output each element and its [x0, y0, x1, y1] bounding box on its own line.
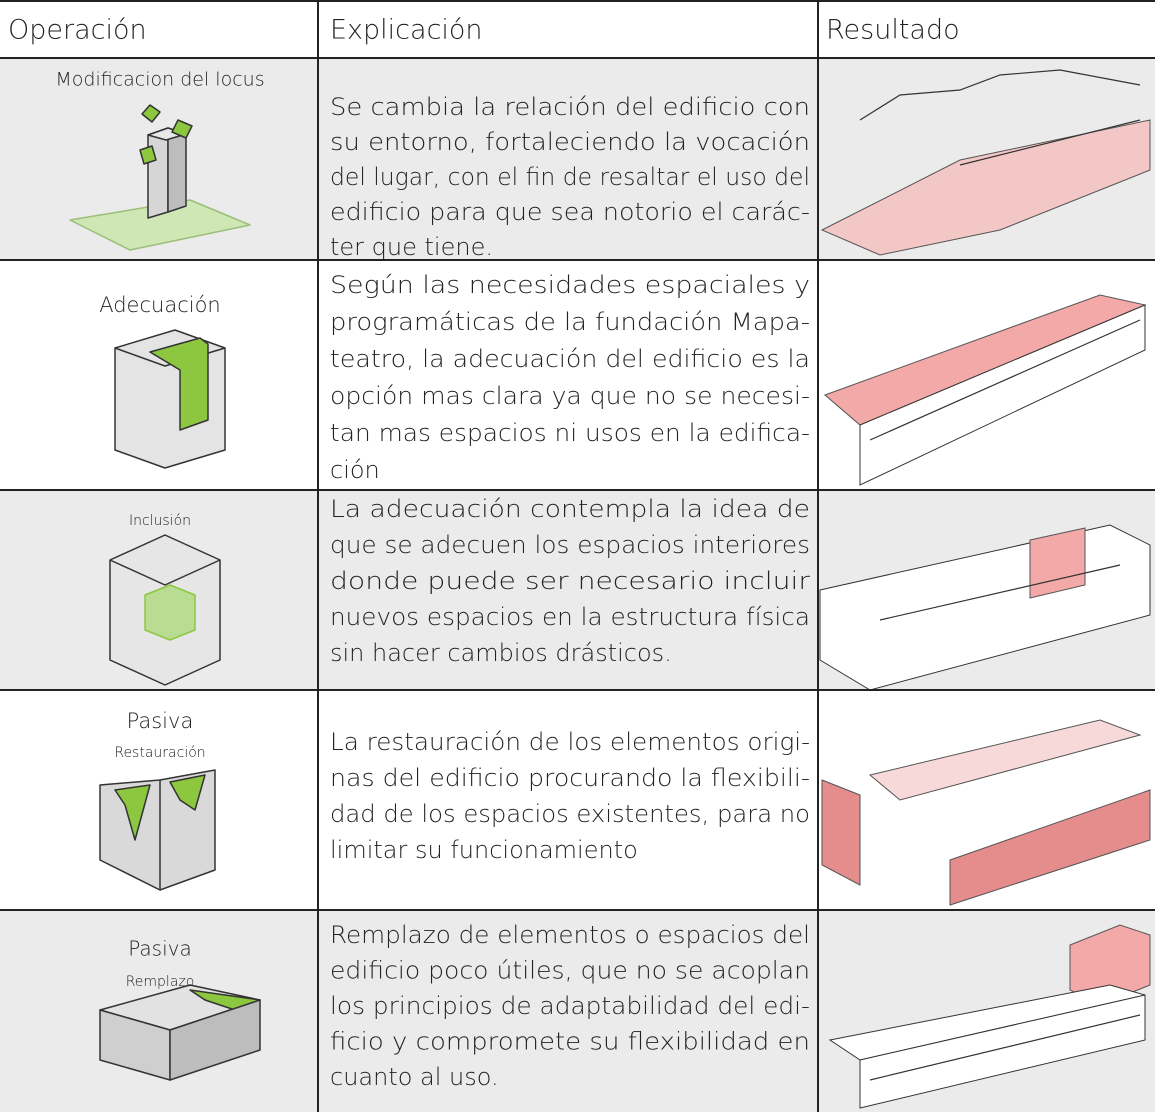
explanation-line: teatro, la adecuación del edificio es la	[330, 345, 810, 373]
explanation-line: La adecuación contempla la idea de	[330, 495, 810, 523]
explanation-line: Según las necesidades espaciales y	[330, 271, 810, 299]
explanation-line: edificio poco útiles, que no se acoplan	[330, 957, 810, 985]
operation-label: Pasiva	[127, 709, 194, 733]
icon-adecuacion	[114, 329, 226, 469]
result-inclusion	[819, 524, 1151, 691]
icon-inclusion	[109, 534, 221, 686]
result-adecuacion	[824, 294, 1147, 486]
result-restauracion	[821, 719, 1151, 906]
operation-label: Restauración	[114, 745, 205, 761]
result-remplazo	[828, 924, 1151, 1109]
explanation-line: ción	[330, 456, 380, 484]
icon-restauracion	[99, 769, 216, 891]
explanation-line: nuevos espacios en la estructura física	[330, 603, 810, 631]
operation-label: Modificacion del locus	[55, 69, 264, 91]
explanation-line: que se adecuen los espacios interiores	[330, 531, 810, 559]
column-header: Explicación	[330, 15, 483, 46]
explanation-line: limitar su funcionamiento	[330, 836, 638, 864]
explanation-line: programáticas de la fundación Mapa-	[330, 308, 810, 336]
explanation-line: del lugar, con el fin de resaltar el uso…	[330, 163, 810, 191]
operation-label: Inclusión	[129, 513, 191, 529]
operation-label: Pasiva	[128, 937, 192, 961]
icon-remplazo	[99, 984, 261, 1081]
explanation-line: los principios de adaptabilidad del edi-	[330, 992, 810, 1020]
explanation-line: edificio para que sea notorio el carác-	[330, 198, 810, 226]
explanation-line: ficio y compromete su flexibilidad en	[330, 1028, 810, 1056]
explanation-line: Remplazo de elementos o espacios del	[330, 921, 810, 949]
explanation-line: tan mas espacios ni usos en la edifica-	[330, 419, 810, 447]
column-header: Resultado	[826, 15, 960, 46]
explanation-line: su entorno, fortaleciendo la vocación	[330, 128, 810, 156]
operation-label: Adecuación	[99, 293, 221, 317]
explanation-line: La restauración de los elementos origi-	[330, 728, 810, 756]
icon-locus	[69, 104, 251, 251]
operation-label: Remplazo	[126, 974, 195, 990]
explanation-line: cuanto al uso.	[330, 1063, 499, 1091]
column-header: Operación	[8, 15, 147, 46]
explanation-line: sin hacer cambios drásticos.	[330, 639, 672, 667]
explanation-line: ter que tiene.	[330, 233, 493, 261]
explanation-line: donde puede ser necesario incluir	[330, 567, 810, 595]
explanation-line: nas del edificio procurando la flexibili…	[330, 764, 810, 792]
explanation-line: Se cambia la relación del edificio con	[330, 93, 810, 121]
explanation-line: opción mas clara ya que no se necesi-	[330, 382, 810, 410]
explanation-line: dad de los espacios existentes, para no	[330, 800, 810, 828]
result-locus	[820, 69, 1151, 256]
